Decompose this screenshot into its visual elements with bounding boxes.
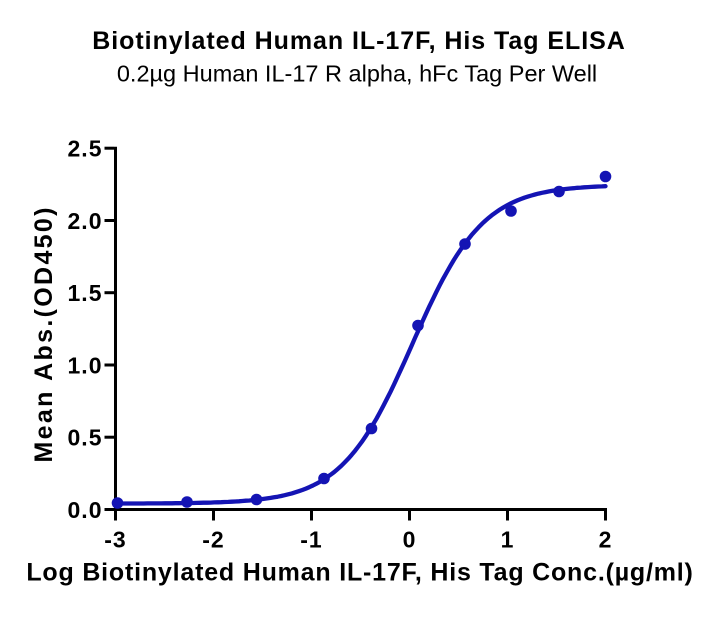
svg-text:-1: -1 — [300, 527, 322, 553]
svg-text:-2: -2 — [202, 527, 224, 553]
svg-text:1.0: 1.0 — [68, 352, 103, 378]
svg-text:Biotinylated Human IL-17F, His: Biotinylated Human IL-17F, His Tag ELISA — [92, 27, 625, 55]
svg-text:2.0: 2.0 — [68, 208, 103, 234]
svg-text:1.5: 1.5 — [68, 280, 103, 306]
svg-text:0.5: 0.5 — [68, 425, 103, 451]
svg-text:2.5: 2.5 — [68, 136, 103, 162]
svg-text:1: 1 — [501, 527, 515, 553]
svg-text:0.2µg Human IL-17 R alpha, hFc: 0.2µg Human IL-17 R alpha, hFc Tag Per W… — [117, 61, 597, 87]
svg-text:0.0: 0.0 — [68, 497, 103, 523]
svg-text:2: 2 — [599, 527, 613, 553]
svg-text:Log Biotinylated Human IL-17F,: Log Biotinylated Human IL-17F, His Tag C… — [26, 559, 693, 587]
svg-text:-3: -3 — [104, 527, 126, 553]
svg-text:0: 0 — [403, 527, 417, 553]
